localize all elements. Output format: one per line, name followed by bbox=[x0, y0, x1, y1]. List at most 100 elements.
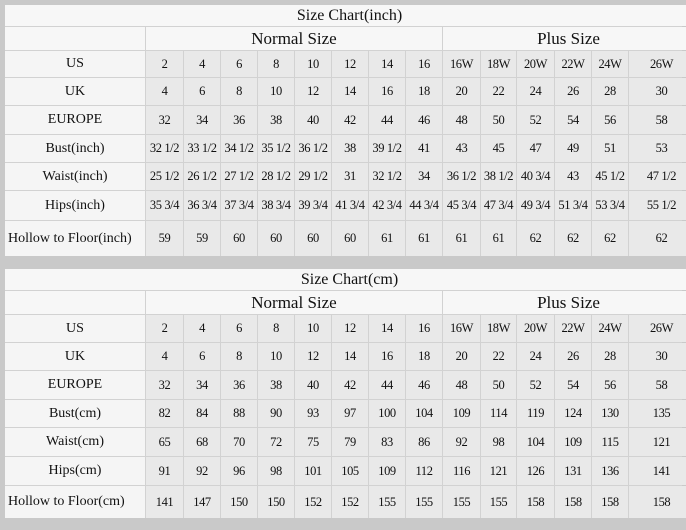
table-cell: 45 3/4 bbox=[443, 191, 480, 220]
table-cell: 31 bbox=[332, 163, 368, 190]
row-label: UK bbox=[5, 78, 145, 105]
table-cell: 79 bbox=[332, 428, 368, 456]
table-cell: 60 bbox=[258, 221, 294, 256]
row-label: Hollow to Floor(cm) bbox=[5, 486, 145, 518]
table-cell: 150 bbox=[258, 486, 294, 518]
table-cell: 40 bbox=[295, 106, 331, 134]
table-cell: 52 bbox=[517, 371, 554, 399]
table-cell: 39 1/2 bbox=[369, 135, 405, 162]
table-cell: 45 bbox=[481, 135, 516, 162]
table-cell: 28 bbox=[592, 343, 628, 370]
table-cell: 16 bbox=[369, 343, 405, 370]
table-cell: 2 bbox=[146, 51, 183, 77]
table-cell: 41 3/4 bbox=[332, 191, 368, 220]
table-cell: 26 bbox=[555, 78, 591, 105]
corner-cell bbox=[5, 291, 145, 314]
row-label: EUROPE bbox=[5, 371, 145, 399]
size-chart-cm: Size Chart(cm) Normal Size Plus Size US 2… bbox=[5, 269, 686, 518]
table-cell: 101 bbox=[295, 457, 331, 485]
table-cell: 62 bbox=[555, 221, 591, 256]
table-cell: 47 1/2 bbox=[629, 163, 686, 190]
table-cell: 8 bbox=[221, 78, 257, 105]
table-cell: 34 bbox=[184, 371, 220, 399]
table-cell: 55 1/2 bbox=[629, 191, 686, 220]
table-cell: 12 bbox=[295, 78, 331, 105]
table-cell: 48 bbox=[443, 371, 480, 399]
row-label: Hips(inch) bbox=[5, 191, 145, 220]
table-cell: 25 1/2 bbox=[146, 163, 183, 190]
table-cell: 43 bbox=[443, 135, 480, 162]
table-cell: 38 bbox=[258, 371, 294, 399]
row-label: US bbox=[5, 51, 145, 77]
row-label: Hollow to Floor(inch) bbox=[5, 221, 145, 256]
table-cell: 24W bbox=[592, 315, 628, 342]
table-cell: 52 bbox=[517, 106, 554, 134]
table-cell: 126 bbox=[517, 457, 554, 485]
table-cell: 36 bbox=[221, 371, 257, 399]
table-cell: 121 bbox=[481, 457, 516, 485]
table-cell: 155 bbox=[406, 486, 442, 518]
table-cell: 53 bbox=[629, 135, 686, 162]
table-cell: 51 bbox=[592, 135, 628, 162]
table-cell: 141 bbox=[629, 457, 686, 485]
table-cell: 6 bbox=[221, 315, 257, 342]
table-cell: 41 bbox=[406, 135, 442, 162]
table-cell: 22 bbox=[481, 78, 516, 105]
table-cell: 92 bbox=[443, 428, 480, 456]
table-cell: 38 1/2 bbox=[481, 163, 516, 190]
table-cell: 49 3/4 bbox=[517, 191, 554, 220]
table-cell: 158 bbox=[555, 486, 591, 518]
table-cell: 20W bbox=[517, 315, 554, 342]
table-cell: 155 bbox=[443, 486, 480, 518]
table-cell: 4 bbox=[184, 315, 220, 342]
table-cell: 10 bbox=[295, 315, 331, 342]
chart-title: Size Chart(inch) bbox=[5, 5, 686, 26]
table-cell: 6 bbox=[184, 78, 220, 105]
table-cell: 114 bbox=[481, 400, 516, 427]
row-label: Hips(cm) bbox=[5, 457, 145, 485]
table-cell: 50 bbox=[481, 106, 516, 134]
table-cell: 56 bbox=[592, 106, 628, 134]
table-cell: 51 3/4 bbox=[555, 191, 591, 220]
table-cell: 10 bbox=[295, 51, 331, 77]
table-cell: 62 bbox=[592, 221, 628, 256]
table-cell: 24W bbox=[592, 51, 628, 77]
table-cell: 61 bbox=[369, 221, 405, 256]
table-cell: 158 bbox=[629, 486, 686, 518]
table-cell: 54 bbox=[555, 106, 591, 134]
table-cell: 61 bbox=[481, 221, 516, 256]
table-cell: 90 bbox=[258, 400, 294, 427]
table-cell: 83 bbox=[369, 428, 405, 456]
table-cell: 6 bbox=[184, 343, 220, 370]
table-cell: 42 bbox=[332, 371, 368, 399]
table-cell: 104 bbox=[406, 400, 442, 427]
table-cell: 12 bbox=[295, 343, 331, 370]
row-label: US bbox=[5, 315, 145, 342]
table-cell: 44 bbox=[369, 106, 405, 134]
table-cell: 152 bbox=[295, 486, 331, 518]
table-cell: 4 bbox=[146, 78, 183, 105]
table-cell: 121 bbox=[629, 428, 686, 456]
row-label: UK bbox=[5, 343, 145, 370]
table-cell: 42 3/4 bbox=[369, 191, 405, 220]
table-cell: 60 bbox=[332, 221, 368, 256]
table-cell: 61 bbox=[406, 221, 442, 256]
corner-cell bbox=[5, 27, 145, 50]
table-cell: 158 bbox=[517, 486, 554, 518]
table-cell: 84 bbox=[184, 400, 220, 427]
table-cell: 30 bbox=[629, 343, 686, 370]
table-cell: 92 bbox=[184, 457, 220, 485]
table-cell: 36 1/2 bbox=[443, 163, 480, 190]
size-chart-inch: Size Chart(inch) Normal Size Plus Size U… bbox=[5, 5, 686, 256]
table-cell: 10 bbox=[258, 78, 294, 105]
table-cell: 16 bbox=[406, 51, 442, 77]
table-cell: 20 bbox=[443, 343, 480, 370]
table-cell: 109 bbox=[369, 457, 405, 485]
table-cell: 27 1/2 bbox=[221, 163, 257, 190]
table-cell: 16 bbox=[406, 315, 442, 342]
table-cell: 8 bbox=[258, 315, 294, 342]
table-cell: 38 bbox=[258, 106, 294, 134]
table-cell: 22W bbox=[555, 51, 591, 77]
table-cell: 56 bbox=[592, 371, 628, 399]
table-cell: 105 bbox=[332, 457, 368, 485]
